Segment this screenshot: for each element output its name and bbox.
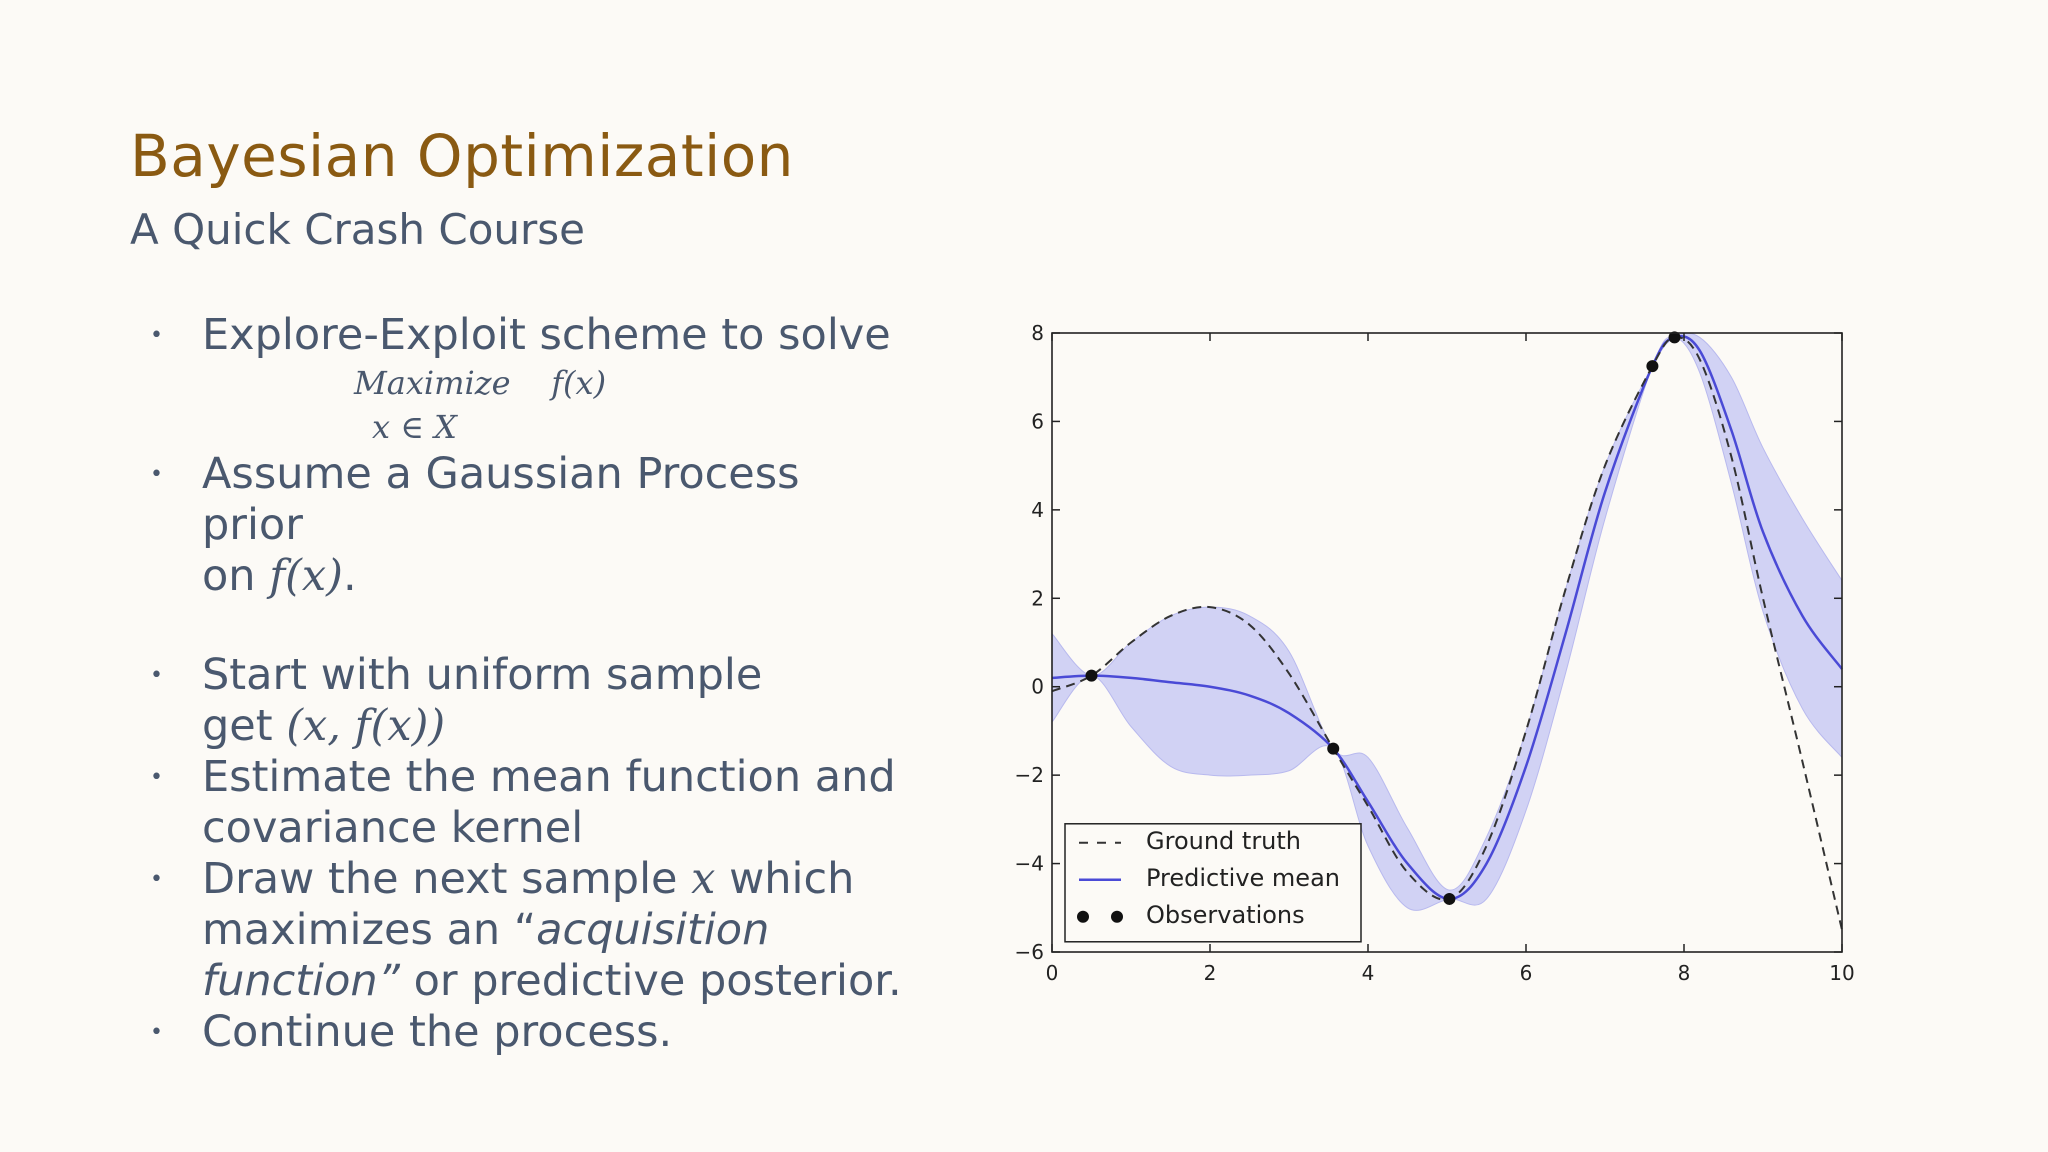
x-tick-label: 6 bbox=[1520, 961, 1533, 985]
legend-label: Observations bbox=[1146, 901, 1305, 929]
bullet-text: Continue the process. bbox=[202, 1007, 673, 1057]
bullet-dot-icon: • bbox=[150, 323, 163, 348]
bullet-item: • Continue the process. bbox=[150, 1007, 910, 1058]
emphasis-text: function” bbox=[202, 956, 400, 1006]
x-tick-label: 2 bbox=[1204, 961, 1217, 985]
observation-point bbox=[1327, 742, 1340, 755]
bullet-text: get bbox=[202, 701, 287, 751]
x-tick-label: 10 bbox=[1829, 961, 1854, 985]
bullet-dot-icon: • bbox=[150, 867, 163, 892]
bullet-item: • Estimate the mean function and covaria… bbox=[150, 752, 910, 854]
y-tick-label: −2 bbox=[1015, 763, 1044, 787]
bullet-text: maximizes an “ bbox=[202, 905, 537, 955]
bullet-text: Assume a Gaussian Process prior bbox=[202, 449, 800, 550]
x-tick-label: 4 bbox=[1362, 961, 1375, 985]
bullet-text: or predictive posterior. bbox=[399, 956, 902, 1006]
ground-truth-line bbox=[1051, 336, 1843, 931]
y-tick-label: −4 bbox=[1015, 852, 1044, 876]
observation-point bbox=[1668, 331, 1681, 344]
bullet-item: • Start with uniform sample get (x, f(x)… bbox=[150, 650, 910, 752]
x-tick-label: 0 bbox=[1046, 961, 1059, 985]
gp-chart: 0 2 4 6 8 10 −6 −4 −2 0 2 4 6 8 Ground truth Predictive… bbox=[1015, 321, 1855, 985]
y-tick-label: 2 bbox=[1031, 586, 1044, 610]
legend-box bbox=[1064, 823, 1362, 943]
bullet-text: Explore-Exploit scheme to solve bbox=[202, 310, 891, 360]
predictive-mean-line bbox=[1051, 334, 1844, 901]
bullet-text: covariance kernel bbox=[202, 803, 584, 853]
y-tick-label: 8 bbox=[1031, 321, 1044, 345]
x-tick-label: 8 bbox=[1678, 961, 1691, 985]
bullet-item: • Explore-Exploit scheme to solve bbox=[150, 310, 910, 361]
bullet-dot-icon: • bbox=[150, 765, 163, 790]
bullet-text: . bbox=[342, 551, 357, 601]
plot-frame bbox=[1051, 332, 1843, 953]
bullet-dot-icon: • bbox=[150, 663, 163, 688]
bullet-item: • Assume a Gaussian Process prior on f(x… bbox=[150, 449, 910, 602]
legend-observation-swatch bbox=[1111, 910, 1123, 923]
bullet-text: Draw the next sample bbox=[202, 854, 692, 904]
legend-observation-swatch bbox=[1077, 910, 1089, 923]
bullet-text: which bbox=[715, 854, 855, 904]
bullet-dot-icon: • bbox=[150, 462, 163, 487]
legend-label: Ground truth bbox=[1146, 827, 1301, 855]
math-inline: x bbox=[691, 854, 716, 904]
bullet-item: • Draw the next sample x which maximizes… bbox=[150, 854, 910, 1007]
formula-subscript: x ∈ X bbox=[372, 408, 457, 446]
bullet-text: on bbox=[202, 551, 270, 601]
math-inline: f(x) bbox=[269, 551, 343, 601]
page-title: Bayesian Optimization bbox=[130, 122, 794, 190]
confidence-band bbox=[1051, 332, 1843, 911]
bullet-text: Estimate the mean function and bbox=[202, 752, 896, 802]
y-tick-label: 4 bbox=[1031, 498, 1044, 522]
bullet-text: Start with uniform sample bbox=[202, 650, 763, 700]
y-tick-label: −6 bbox=[1015, 940, 1044, 964]
formula: Maximize f(x) x ∈ X bbox=[354, 361, 910, 449]
formula-line: Maximize f(x) bbox=[354, 364, 607, 402]
page-subtitle: A Quick Crash Course bbox=[130, 205, 586, 254]
y-tick-label: 6 bbox=[1031, 409, 1044, 433]
observation-point bbox=[1443, 892, 1456, 905]
observation-point bbox=[1085, 669, 1098, 682]
y-tick-label: 0 bbox=[1031, 675, 1044, 699]
math-inline: (x, f(x)) bbox=[286, 701, 446, 751]
observation-point bbox=[1646, 360, 1659, 373]
bullet-dot-icon: • bbox=[150, 1020, 163, 1045]
legend-label: Predictive mean bbox=[1146, 864, 1340, 892]
emphasis-text: acquisition bbox=[536, 905, 770, 955]
bullet-list: • Explore-Exploit scheme to solve Maximi… bbox=[150, 310, 910, 1058]
